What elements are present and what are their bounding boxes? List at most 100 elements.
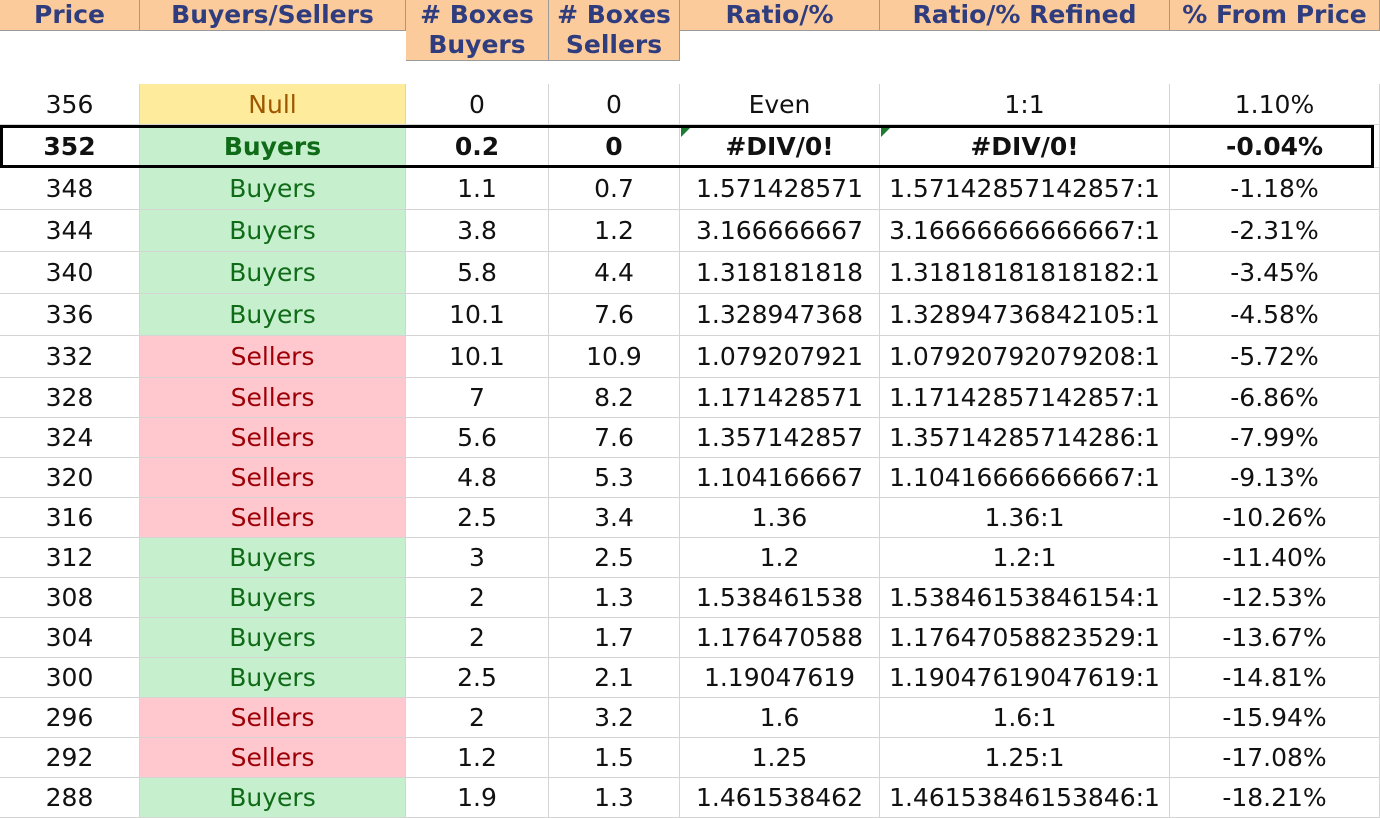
price-cell[interactable]: 308: [0, 578, 140, 618]
ratio-cell[interactable]: 1.171428571: [680, 378, 880, 418]
boxes-sellers-cell[interactable]: 1.3: [549, 578, 680, 618]
ratio-refined-cell[interactable]: 1.36:1: [880, 498, 1170, 538]
boxes-sellers-cell[interactable]: 1.3: [549, 778, 680, 818]
side-cell[interactable]: Sellers: [140, 498, 406, 538]
boxes-sellers-cell[interactable]: 0: [549, 84, 680, 125]
boxes-sellers-cell[interactable]: 2.5: [549, 538, 680, 578]
header-price[interactable]: Price: [0, 0, 140, 31]
ratio-refined-cell[interactable]: 1.35714285714286:1: [880, 418, 1170, 458]
price-cell[interactable]: 328: [0, 378, 140, 418]
pct-from-price-cell[interactable]: -13.67%: [1170, 618, 1380, 658]
ratio-cell[interactable]: 1.19047619: [680, 658, 880, 698]
boxes-buyers-cell[interactable]: 5.6: [406, 418, 549, 458]
boxes-buyers-cell[interactable]: 7: [406, 378, 549, 418]
ratio-cell[interactable]: 1.079207921: [680, 336, 880, 378]
boxes-sellers-cell[interactable]: 4.4: [549, 252, 680, 294]
pct-from-price-cell[interactable]: -17.08%: [1170, 738, 1380, 778]
ratio-refined-cell[interactable]: 1.6:1: [880, 698, 1170, 738]
boxes-sellers-cell[interactable]: 7.6: [549, 418, 680, 458]
ratio-refined-cell[interactable]: 3.16666666666667:1: [880, 210, 1170, 252]
boxes-sellers-cell[interactable]: 1.5: [549, 738, 680, 778]
pct-from-price-cell[interactable]: -4.58%: [1170, 294, 1380, 336]
side-cell[interactable]: Sellers: [140, 336, 406, 378]
boxes-buyers-cell[interactable]: 1.1: [406, 168, 549, 210]
price-cell[interactable]: 296: [0, 698, 140, 738]
boxes-buyers-cell[interactable]: 10.1: [406, 294, 549, 336]
price-cell[interactable]: 348: [0, 168, 140, 210]
side-cell[interactable]: Buyers: [140, 168, 406, 210]
header-pct-from-price[interactable]: % From Price: [1170, 0, 1380, 31]
ratio-cell[interactable]: 3.166666667: [680, 210, 880, 252]
ratio-refined-cell[interactable]: 1.32894736842105:1: [880, 294, 1170, 336]
boxes-buyers-cell[interactable]: 2: [406, 578, 549, 618]
pct-from-price-cell[interactable]: -18.21%: [1170, 778, 1380, 818]
header-buyers-sellers[interactable]: Buyers/Sellers: [140, 0, 406, 31]
ratio-refined-cell[interactable]: 1.2:1: [880, 538, 1170, 578]
boxes-buyers-cell[interactable]: 2: [406, 698, 549, 738]
boxes-buyers-cell[interactable]: 4.8: [406, 458, 549, 498]
pct-from-price-cell[interactable]: -1.18%: [1170, 168, 1380, 210]
boxes-sellers-cell[interactable]: 3.4: [549, 498, 680, 538]
ratio-cell[interactable]: 1.36: [680, 498, 880, 538]
ratio-cell[interactable]: 1.25: [680, 738, 880, 778]
boxes-sellers-cell[interactable]: 5.3: [549, 458, 680, 498]
side-cell[interactable]: Buyers: [140, 578, 406, 618]
boxes-sellers-cell[interactable]: 3.2: [549, 698, 680, 738]
price-cell[interactable]: 352: [0, 125, 140, 168]
side-cell[interactable]: Buyers: [140, 210, 406, 252]
boxes-buyers-cell[interactable]: 2: [406, 618, 549, 658]
side-cell[interactable]: Sellers: [140, 378, 406, 418]
price-cell[interactable]: 332: [0, 336, 140, 378]
pct-from-price-cell[interactable]: -2.31%: [1170, 210, 1380, 252]
ratio-cell[interactable]: 1.6: [680, 698, 880, 738]
boxes-sellers-cell[interactable]: 7.6: [549, 294, 680, 336]
boxes-sellers-cell[interactable]: 8.2: [549, 378, 680, 418]
ratio-refined-cell[interactable]: 1.17647058823529:1: [880, 618, 1170, 658]
ratio-refined-cell[interactable]: 1:1: [880, 84, 1170, 125]
ratio-refined-cell[interactable]: 1.07920792079208:1: [880, 336, 1170, 378]
price-cell[interactable]: 356: [0, 84, 140, 125]
ratio-cell[interactable]: 1.571428571: [680, 168, 880, 210]
header-boxes-buyers[interactable]: # Boxes Buyers: [406, 0, 549, 61]
boxes-buyers-cell[interactable]: 1.9: [406, 778, 549, 818]
side-cell[interactable]: Buyers: [140, 618, 406, 658]
side-cell[interactable]: Buyers: [140, 294, 406, 336]
side-cell[interactable]: Sellers: [140, 418, 406, 458]
header-ratio-refined[interactable]: Ratio/% Refined: [880, 0, 1170, 31]
boxes-buyers-cell[interactable]: 3: [406, 538, 549, 578]
pct-from-price-cell[interactable]: -10.26%: [1170, 498, 1380, 538]
ratio-cell[interactable]: 1.357142857: [680, 418, 880, 458]
ratio-cell[interactable]: 1.2: [680, 538, 880, 578]
ratio-refined-cell[interactable]: 1.53846153846154:1: [880, 578, 1170, 618]
pct-from-price-cell[interactable]: -3.45%: [1170, 252, 1380, 294]
side-cell[interactable]: Buyers: [140, 125, 406, 168]
ratio-refined-cell[interactable]: 1.25:1: [880, 738, 1170, 778]
side-cell[interactable]: Sellers: [140, 698, 406, 738]
boxes-buyers-cell[interactable]: 5.8: [406, 252, 549, 294]
pct-from-price-cell[interactable]: -6.86%: [1170, 378, 1380, 418]
ratio-refined-cell[interactable]: 1.57142857142857:1: [880, 168, 1170, 210]
pct-from-price-cell[interactable]: -0.04%: [1170, 125, 1380, 168]
ratio-refined-cell[interactable]: 1.17142857142857:1: [880, 378, 1170, 418]
boxes-sellers-cell[interactable]: 0.7: [549, 168, 680, 210]
ratio-cell[interactable]: 1.176470588: [680, 618, 880, 658]
ratio-refined-cell[interactable]: 1.19047619047619:1: [880, 658, 1170, 698]
pct-from-price-cell[interactable]: -14.81%: [1170, 658, 1380, 698]
ratio-cell[interactable]: 1.538461538: [680, 578, 880, 618]
boxes-sellers-cell[interactable]: 2.1: [549, 658, 680, 698]
price-cell[interactable]: 288: [0, 778, 140, 818]
pct-from-price-cell[interactable]: -5.72%: [1170, 336, 1380, 378]
boxes-buyers-cell[interactable]: 0.2: [406, 125, 549, 168]
header-boxes-sellers[interactable]: # Boxes Sellers: [549, 0, 680, 61]
header-ratio[interactable]: Ratio/%: [680, 0, 880, 31]
price-cell[interactable]: 324: [0, 418, 140, 458]
price-cell[interactable]: 336: [0, 294, 140, 336]
boxes-buyers-cell[interactable]: 3.8: [406, 210, 549, 252]
price-cell[interactable]: 316: [0, 498, 140, 538]
price-cell[interactable]: 292: [0, 738, 140, 778]
price-cell[interactable]: 312: [0, 538, 140, 578]
side-cell[interactable]: Null: [140, 84, 406, 125]
price-cell[interactable]: 300: [0, 658, 140, 698]
ratio-cell[interactable]: 1.318181818: [680, 252, 880, 294]
ratio-refined-cell[interactable]: 1.31818181818182:1: [880, 252, 1170, 294]
